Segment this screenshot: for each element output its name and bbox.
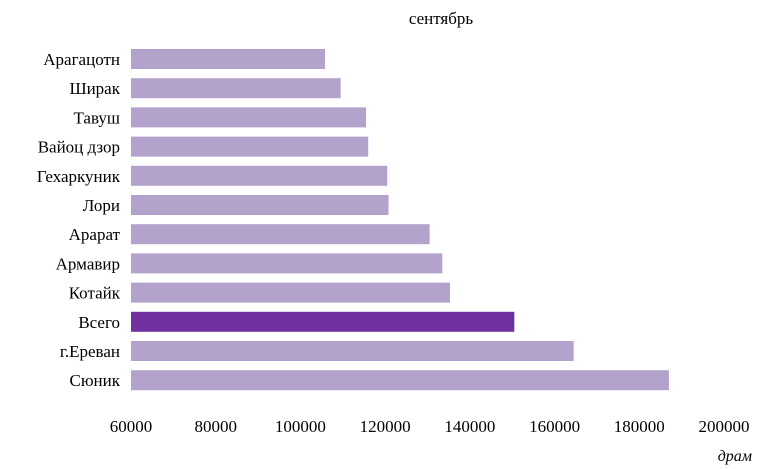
bar-10 (131, 311, 515, 332)
category-label: Лори (83, 196, 120, 215)
bar-9 (131, 282, 450, 303)
bar-1 (131, 49, 325, 69)
category-label: Арагацотн (43, 50, 120, 69)
x-tick-label: 60000 (110, 417, 153, 436)
x-axis-tick-labels: 60000 80000 100000 120000 140000 160000 180000… (110, 417, 750, 436)
bar-4 (131, 136, 369, 157)
bar-6 (131, 195, 389, 215)
bar-8 (131, 253, 443, 274)
category-label: Гехаркуник (37, 167, 121, 186)
bar-11 (131, 341, 574, 361)
x-tick-label: 80000 (194, 417, 237, 436)
category-label: Сюник (70, 371, 121, 390)
bar-3 (131, 107, 367, 128)
x-tick-label: 160000 (529, 417, 580, 436)
chart-title: сентябрь (409, 9, 474, 28)
unit-label: драм (718, 448, 752, 465)
category-label: Арарат (69, 225, 121, 244)
category-labels: Арагацотн Ширак Тавуш Вайоц дзор Гехаркуник Л… (37, 50, 121, 390)
bar-5 (131, 165, 388, 186)
x-tick-label: 140000 (444, 417, 495, 436)
bar-2 (131, 78, 341, 99)
category-label: г.Ереван (60, 342, 120, 361)
bar-7 (131, 224, 430, 245)
category-label: Котайк (69, 284, 121, 303)
x-tick-label: 200000 (699, 417, 750, 436)
bar-12 (131, 370, 669, 391)
x-tick-label: 100000 (275, 417, 326, 436)
category-label: Армавир (56, 254, 120, 273)
x-tick-label: 120000 (360, 417, 411, 436)
category-label: Тавуш (73, 108, 120, 127)
category-label: Ширак (69, 79, 120, 98)
category-label: Всего (78, 313, 120, 332)
x-tick-label: 180000 (614, 417, 665, 436)
category-label: Вайоц дзор (38, 138, 120, 157)
bars-group (131, 49, 669, 391)
